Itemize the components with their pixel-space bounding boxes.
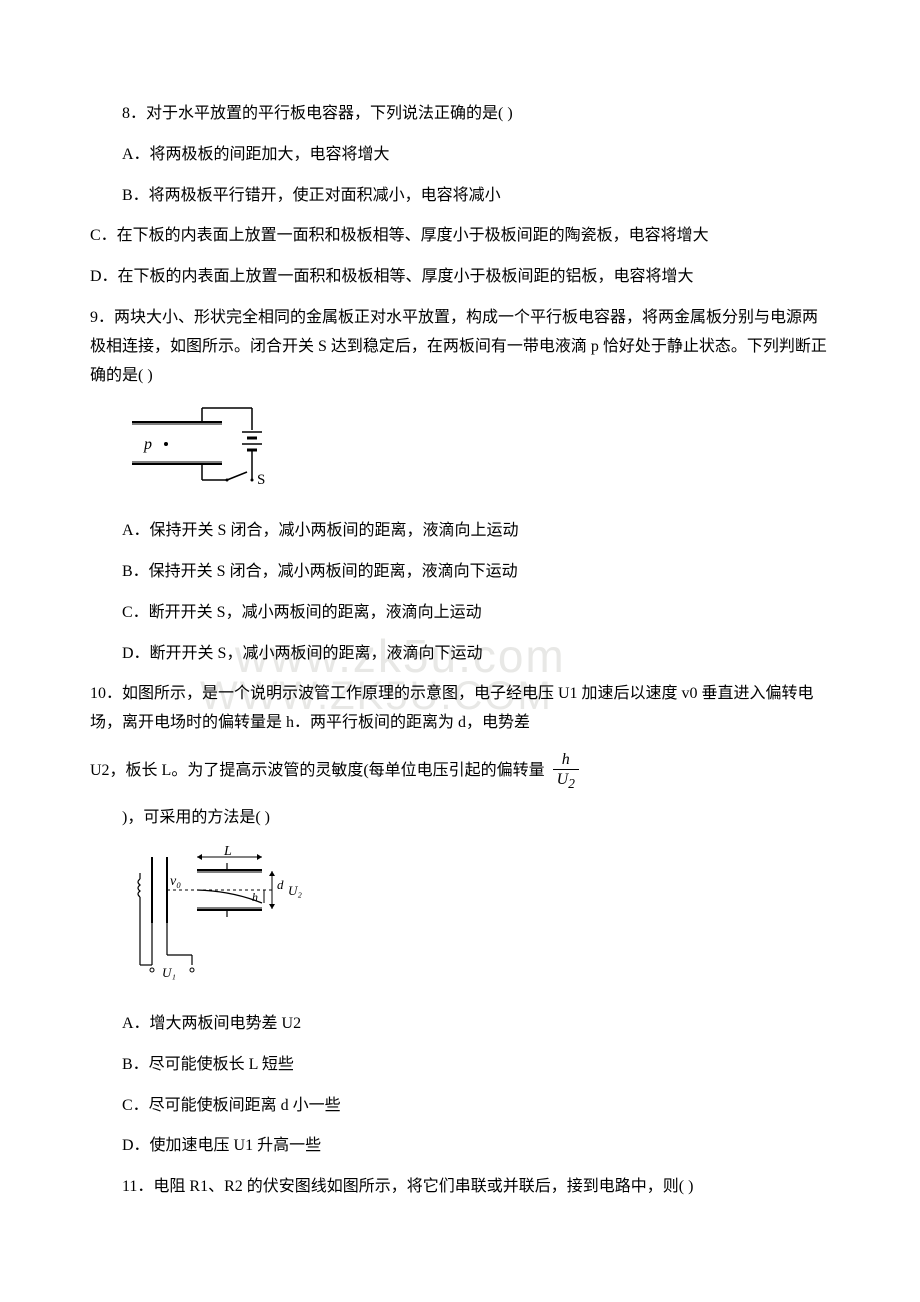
q11-stem: 11．电阻 R1、R2 的伏安图线如图所示，将它们串联或并联后，接到电路中，则(… [90,1173,830,1202]
q8-option-b: B．将两极板平行错开，使正对面积减小，电容将减小 [90,182,830,211]
q8-option-d: D．在下板的内表面上放置一面积和极板相等、厚度小于极板间距的铝板，电容将增大 [90,263,830,292]
q10-d-label: d [277,877,284,892]
q8-stem: 8．对于水平放置的平行板电容器，下列说法正确的是( ) [90,100,830,129]
q10-stem-2: U2，板长 L。为了提高示波管的灵敏度(每单位电压引起的偏转量 h U2 [90,750,830,792]
q10-option-c: C．尽可能使板间距离 d 小一些 [90,1092,830,1121]
q9-figure: p S [122,402,830,503]
q10-figure: v₀ L d U₂ h [122,845,830,996]
q9-option-b: B．保持开关 S 闭合，减小两板间的距离，液滴向下运动 [90,558,830,587]
q9-option-c: C．断开开关 S，减小两板间的距离，液滴向上运动 [90,599,830,628]
q9-stem: 9．两块大小、形状完全相同的金属板正对水平放置，构成一个平行板电容器，将两金属板… [90,304,830,390]
q10-L-label: L [223,845,232,859]
q8-option-a: A．将两极板的间距加大，电容将增大 [90,141,830,170]
q10-option-b: B．尽可能使板长 L 短些 [90,1051,830,1080]
q9-s-label: S [257,472,265,488]
q10-v0-label: v₀ [170,874,181,889]
q10-U2-label: U₂ [288,883,302,898]
q10-U1-label: U₁ [162,965,176,980]
q9-p-label: p [143,436,152,453]
q10-option-a: A．增大两板间电势差 U2 [90,1010,830,1039]
document-content: 8．对于水平放置的平行板电容器，下列说法正确的是( ) A．将两极板的间距加大，… [90,100,830,1202]
q9-option-d: D．断开开关 S，减小两板间的距离，液滴向下运动 [90,640,830,669]
q10-stem-3: )，可采用的方法是( ) [90,804,830,833]
q9-option-a: A．保持开关 S 闭合，减小两板间的距离，液滴向上运动 [90,517,830,546]
q10-fraction: h U2 [553,750,579,792]
q8-option-c: C．在下板的内表面上放置一面积和极板相等、厚度小于极板间距的陶瓷板，电容将增大 [90,222,830,251]
q10-stem-1: 10．如图所示，是一个说明示波管工作原理的示意图，电子经电压 U1 加速后以速度… [90,680,830,738]
q10-h-label: h [252,890,258,904]
q10-option-d: D．使加速电压 U1 升高一些 [90,1132,830,1161]
